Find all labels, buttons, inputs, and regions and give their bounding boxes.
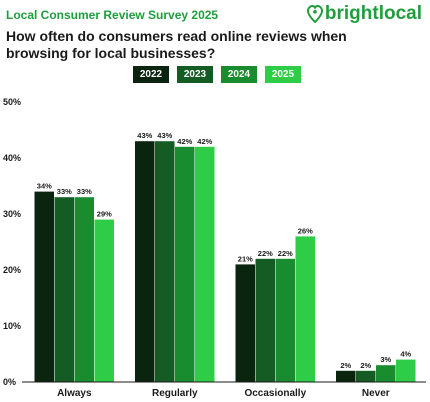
bar-regularly-2022: [135, 141, 155, 382]
heart-location-pin-icon: [306, 5, 323, 23]
bar-never-2023: [356, 370, 376, 382]
data-label: 22%: [258, 249, 273, 258]
data-label: 42%: [177, 137, 192, 146]
data-label: 2%: [340, 361, 351, 370]
data-label: 33%: [57, 187, 72, 196]
survey-label: Local Consumer Review Survey 2025: [6, 8, 219, 22]
bar-occasionally-2023: [255, 258, 275, 382]
bar-never-2022: [336, 370, 356, 382]
data-label: 3%: [380, 355, 391, 364]
bar-always-2025: [94, 219, 114, 382]
chart-title: How often do consumers read online revie…: [6, 28, 347, 61]
y-tick-label: 10%: [3, 321, 21, 331]
bar-regularly-2024: [175, 146, 195, 382]
data-label: 34%: [37, 182, 52, 191]
bar-always-2024: [74, 197, 94, 382]
category-label: Never: [362, 388, 390, 399]
bar-never-2024: [376, 365, 396, 382]
legend-item-2022: 2022: [133, 66, 169, 83]
legend-item-2024: 2024: [221, 66, 257, 83]
brand-logo: brightlocal: [306, 3, 422, 25]
brand-name: brightlocal: [324, 3, 422, 24]
y-tick-label: 30%: [3, 209, 21, 219]
y-tick-label: 40%: [3, 153, 21, 163]
data-label: 43%: [157, 131, 172, 140]
bar-regularly-2025: [195, 146, 215, 382]
data-label: 21%: [238, 254, 253, 263]
y-tick-label: 20%: [3, 265, 21, 275]
y-tick-label: 50%: [3, 97, 21, 107]
bar-occasionally-2022: [235, 264, 255, 382]
category-label: Occasionally: [244, 388, 306, 399]
data-label: 22%: [278, 249, 293, 258]
data-label: 43%: [137, 131, 152, 140]
data-label: 33%: [77, 187, 92, 196]
data-label: 26%: [298, 226, 313, 235]
bar-occasionally-2024: [275, 258, 295, 382]
bar-occasionally-2025: [295, 236, 315, 382]
category-label: Regularly: [152, 388, 198, 399]
legend-item-2023: 2023: [177, 66, 213, 83]
bar-never-2025: [396, 359, 416, 382]
data-label: 29%: [97, 210, 112, 219]
category-label: Always: [57, 388, 92, 399]
legend-item-2025: 2025: [265, 66, 301, 83]
data-label: 4%: [400, 350, 411, 359]
bar-always-2023: [54, 197, 74, 382]
bar-always-2022: [34, 191, 54, 382]
data-label: 42%: [197, 137, 212, 146]
chart-legend: 2022 2023 2024 2025: [133, 66, 301, 83]
bar-regularly-2023: [155, 141, 175, 382]
data-label: 2%: [360, 361, 371, 370]
y-tick-label: 0%: [3, 377, 16, 387]
